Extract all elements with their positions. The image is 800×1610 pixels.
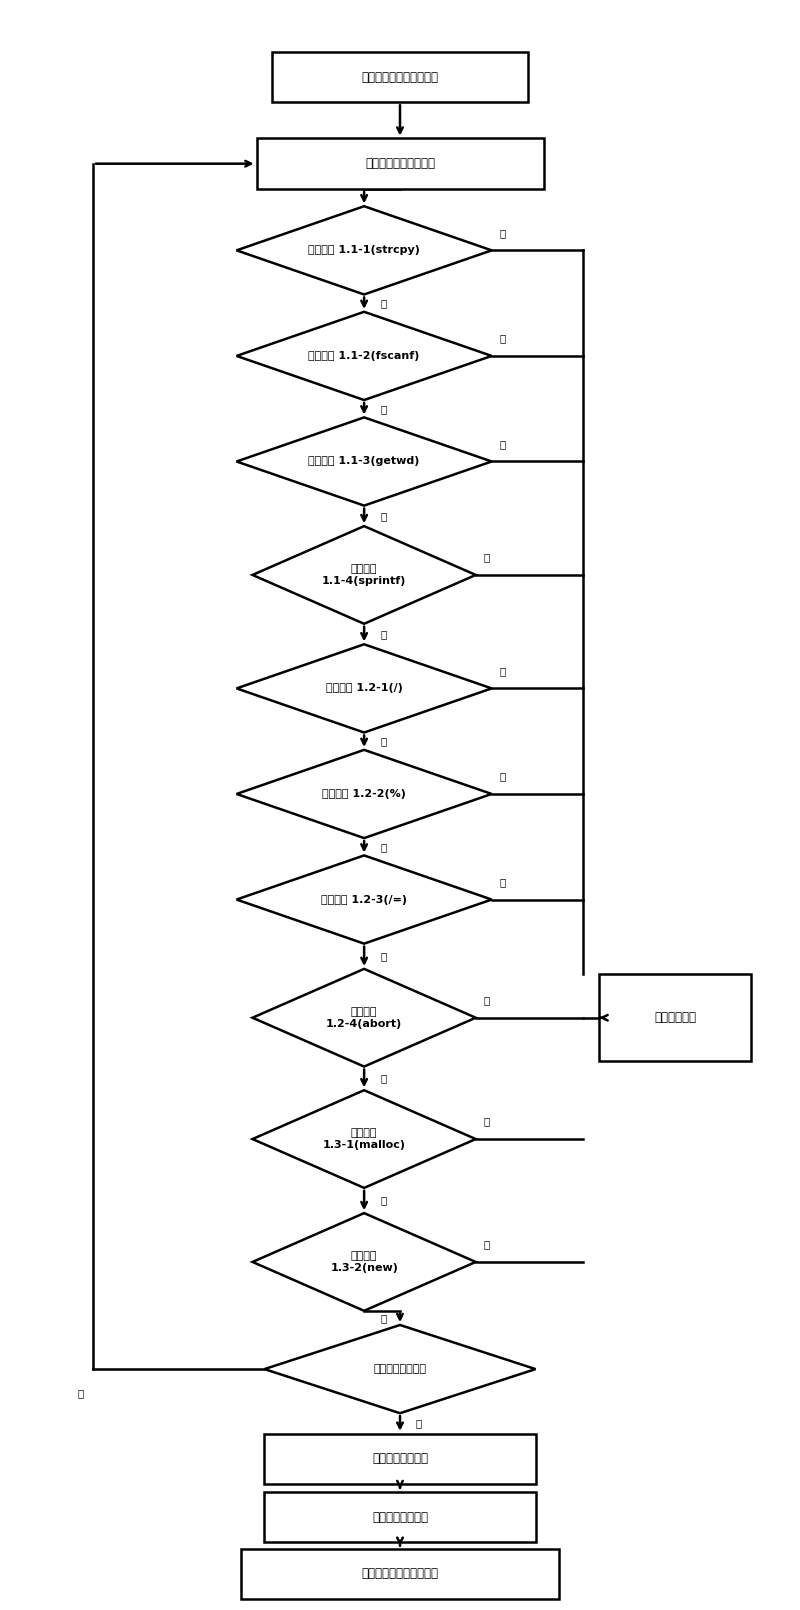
Text: 缺陷估分处理: 缺陷估分处理 <box>654 1011 696 1024</box>
Text: 是: 是 <box>484 1240 490 1249</box>
Polygon shape <box>265 1325 535 1414</box>
Text: 是否符合
1.3-2(new): 是否符合 1.3-2(new) <box>330 1251 398 1274</box>
Text: 是: 是 <box>484 552 490 562</box>
Text: 否: 否 <box>380 510 386 522</box>
Text: 是否符合 1.2-1(/): 是否符合 1.2-1(/) <box>326 683 402 694</box>
Text: 是否符合 1.1-2(fscanf): 是否符合 1.1-2(fscanf) <box>309 351 420 361</box>
Polygon shape <box>253 526 476 623</box>
Text: 软件及标准的初始化设置: 软件及标准的初始化设置 <box>362 71 438 84</box>
Text: 是否符合 1.1-3(getwd): 是否符合 1.1-3(getwd) <box>309 457 420 467</box>
Bar <box>265 1492 535 1542</box>
Polygon shape <box>237 855 492 943</box>
Polygon shape <box>237 417 492 506</box>
Text: 结果存储和数据丢弃处理: 结果存储和数据丢弃处理 <box>362 1568 438 1581</box>
Text: 否: 否 <box>380 1196 386 1206</box>
Polygon shape <box>253 969 476 1066</box>
Text: 是: 是 <box>484 995 490 1005</box>
Text: 数据预处理及抽取数据: 数据预处理及抽取数据 <box>365 158 435 171</box>
Text: 是否符合 1.2-2(%): 是否符合 1.2-2(%) <box>322 789 406 799</box>
Bar <box>241 1549 559 1599</box>
Text: 否: 否 <box>380 404 386 414</box>
Bar <box>273 52 527 101</box>
Polygon shape <box>237 312 492 399</box>
Text: 缺陷函数特征处理: 缺陷函数特征处理 <box>372 1510 428 1523</box>
Text: 数据是否处理完毕: 数据是否处理完毕 <box>374 1364 426 1373</box>
Bar <box>265 1435 535 1484</box>
Text: 否: 否 <box>380 630 386 639</box>
Text: 是否符合 1.1-1(strcpy): 是否符合 1.1-1(strcpy) <box>308 245 420 256</box>
Text: 是否符合
1.2-4(abort): 是否符合 1.2-4(abort) <box>326 1006 402 1029</box>
Polygon shape <box>237 750 492 839</box>
Text: 是: 是 <box>500 667 506 676</box>
Polygon shape <box>237 206 492 295</box>
Text: 否: 否 <box>380 952 386 961</box>
Bar <box>599 974 750 1061</box>
Text: 是: 是 <box>500 333 506 343</box>
Text: 是: 是 <box>484 1116 490 1127</box>
Text: 是: 是 <box>500 877 506 887</box>
Text: 是: 是 <box>416 1418 422 1428</box>
Text: 否: 否 <box>380 298 386 308</box>
Text: 是: 是 <box>500 227 506 238</box>
Polygon shape <box>253 1090 476 1188</box>
Text: 缺陷位置特征处理: 缺陷位置特征处理 <box>372 1452 428 1465</box>
Text: 是否符合
1.3-1(malloc): 是否符合 1.3-1(malloc) <box>322 1129 406 1150</box>
Text: 是否符合
1.1-4(sprintf): 是否符合 1.1-4(sprintf) <box>322 564 406 586</box>
Text: 是: 是 <box>500 440 506 449</box>
Text: 否: 否 <box>380 1312 386 1323</box>
Text: 否: 否 <box>380 842 386 852</box>
Polygon shape <box>253 1212 476 1311</box>
Bar <box>257 138 543 188</box>
Text: 是否符合 1.2-3(/=): 是否符合 1.2-3(/=) <box>321 895 407 905</box>
Text: 是: 是 <box>500 771 506 781</box>
Text: 否: 否 <box>380 736 386 745</box>
Text: 否: 否 <box>380 1074 386 1084</box>
Polygon shape <box>237 644 492 733</box>
Text: 否: 否 <box>78 1388 84 1397</box>
